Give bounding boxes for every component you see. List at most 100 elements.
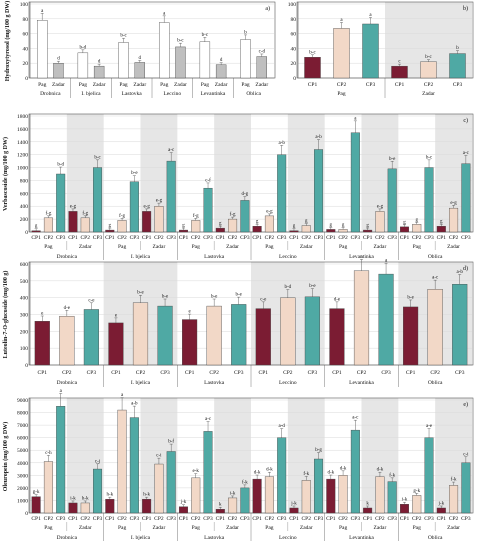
panel-e-bar: [264, 476, 274, 514]
panel-d-cp-label: CP1: [185, 370, 195, 376]
panel-c-significance-letter: e-g: [377, 204, 384, 209]
panel-e-cp-label: CP2: [81, 516, 91, 522]
panel-d-bar: [83, 309, 99, 366]
panel-c-significance-letter: d-g: [242, 192, 249, 197]
panel-e-cp-label: CP2: [412, 516, 422, 522]
panel-c-bar: [387, 168, 397, 233]
panel-c-significance-letter: f-g: [119, 214, 125, 219]
panel-e-significance-letter: b-g: [315, 448, 322, 453]
panel-e-cp-label: CP1: [289, 516, 299, 522]
panel-c-location-label: Zadar: [226, 244, 239, 250]
panel-a-variety-label: Leccino: [163, 91, 181, 97]
panel-e-cp-label: CP1: [31, 516, 41, 522]
panel-e-bar: [215, 509, 225, 514]
panel-a-location-label: Pag: [119, 82, 128, 88]
panel-d-y-axis-label: Luteolin-7-O-glucoside (mg/100 g): [2, 271, 9, 359]
panel-c-bar: [68, 211, 78, 233]
panel-c-bar: [350, 132, 360, 233]
panel-a-variety-label: I. bjelica: [81, 91, 101, 97]
panel-e-cp-label: CP3: [130, 516, 140, 522]
panel-c-bar: [166, 160, 176, 233]
panel-c-significance-letter: g: [366, 224, 369, 229]
panel-b-cp-label: CP2: [337, 82, 347, 88]
panel-e-cp-label: CP3: [203, 516, 213, 522]
panel-e-cp-label: CP3: [461, 516, 471, 522]
panel-c-cp-label: CP3: [240, 235, 250, 241]
panel-d-cp-label: CP1: [38, 370, 48, 376]
panel-e-bar: [228, 497, 238, 514]
panel-e-cp-label: CP2: [191, 516, 201, 522]
panel-a-variety-label: Lastovka: [122, 91, 143, 97]
panel-c-bar: [436, 225, 446, 233]
panel-c-cp-label: CP3: [387, 235, 397, 241]
panel-d-bar: [182, 319, 198, 366]
panel-d-bar: [157, 305, 173, 366]
panel-d-significance-letter: c-e: [260, 297, 267, 302]
panel-d-bar: [304, 296, 320, 366]
panel-d-significance-letter: d-e: [334, 297, 341, 302]
panel-e-cp-label: CP2: [228, 516, 238, 522]
panel-a-bar: [134, 62, 146, 79]
panel-c-bar: [31, 230, 41, 233]
panel-a-significance-letter: b-c: [120, 34, 127, 39]
panel-e-bar: [350, 429, 360, 514]
panel-a-bar: [37, 20, 48, 79]
panel-a-location-label: Pag: [241, 82, 250, 88]
panel-e-y-tick-label: 7000: [17, 423, 28, 429]
panel-b-bar: [449, 53, 466, 79]
panel-a-significance-letter: b-c: [202, 33, 209, 38]
panel-a-y-tick-label: 20: [23, 61, 29, 67]
panel-c-bar: [301, 225, 311, 233]
panel-d-variety-label: Leccino: [279, 380, 297, 386]
panel-c-significance-letter: f-g: [45, 211, 51, 216]
panel-e-cp-label: CP2: [154, 516, 164, 522]
panel-c-bar: [289, 230, 299, 233]
panel-c-significance-letter: g: [35, 224, 38, 229]
panel-e-significance-letter: k: [366, 501, 369, 506]
panel-c-cp-label: CP2: [449, 235, 459, 241]
panel-a-significance-letter: c-d: [259, 49, 266, 54]
panel-e-location-label: Pag: [265, 525, 274, 531]
panel-d-bar: [427, 289, 443, 366]
panel-b-y-tick-label: 0: [293, 76, 296, 82]
panel-c-y-tick-label: 1800: [17, 114, 28, 120]
panel-e-significance-letter: g-k: [413, 489, 420, 494]
panel-e-significance-letter: a: [121, 393, 124, 398]
panel-c-cp-label: CP1: [68, 235, 78, 241]
panel-e-cp-label: CP1: [400, 516, 410, 522]
panel-a-significance-letter: d: [98, 60, 101, 65]
panel-c-variety-label: Drobnica: [57, 254, 78, 260]
panel-c-bar: [105, 229, 115, 233]
panel-d-significance-letter: a: [385, 259, 388, 264]
panel-c-location-label: Pag: [339, 244, 348, 250]
panel-b-y-tick-label: 40: [291, 46, 297, 52]
panel-c-cp-label: CP1: [216, 235, 226, 241]
panel-c-y-tick-label: 1200: [17, 153, 28, 159]
panel-e-cp-label: CP2: [265, 516, 275, 522]
panel-c-cp-label: CP1: [105, 235, 115, 241]
panel-c-significance-letter: c-f: [205, 178, 211, 183]
panel-e-bar: [387, 481, 397, 514]
panel-e-significance-letter: i-k: [402, 498, 408, 503]
panel-e-cp-label: CP3: [314, 516, 324, 522]
panel-e-significance-letter: d-k: [254, 471, 261, 476]
panel-d-cp-label: CP1: [332, 370, 342, 376]
panel-c-cp-label: CP3: [351, 235, 361, 241]
panel-e-variety-label: Drobnica: [57, 535, 78, 541]
panel-a-bar: [215, 64, 227, 79]
panel-e-significance-letter: i-k: [230, 491, 236, 496]
panel-e-significance-letter: h-k: [143, 493, 150, 498]
panel-e-significance-letter: d-k: [377, 468, 384, 473]
panel-d-significance-letter: b-e: [162, 295, 169, 300]
panel-e-cp-label: CP3: [277, 516, 287, 522]
panel-e-location-label: Zadar: [447, 525, 460, 531]
panel-d-bar: [206, 305, 222, 366]
panel-b-cp-label: CP2: [424, 82, 434, 88]
panel-d-bar: [353, 270, 370, 366]
panel-a-bar: [199, 41, 211, 79]
panel-c-location-label: Pag: [192, 244, 201, 250]
panel-d-cp-label: CP2: [283, 370, 293, 376]
panel-d-bar: [329, 308, 345, 366]
panel-d-significance-letter: e: [41, 311, 44, 316]
panel-e-cp-label: CP3: [424, 516, 434, 522]
